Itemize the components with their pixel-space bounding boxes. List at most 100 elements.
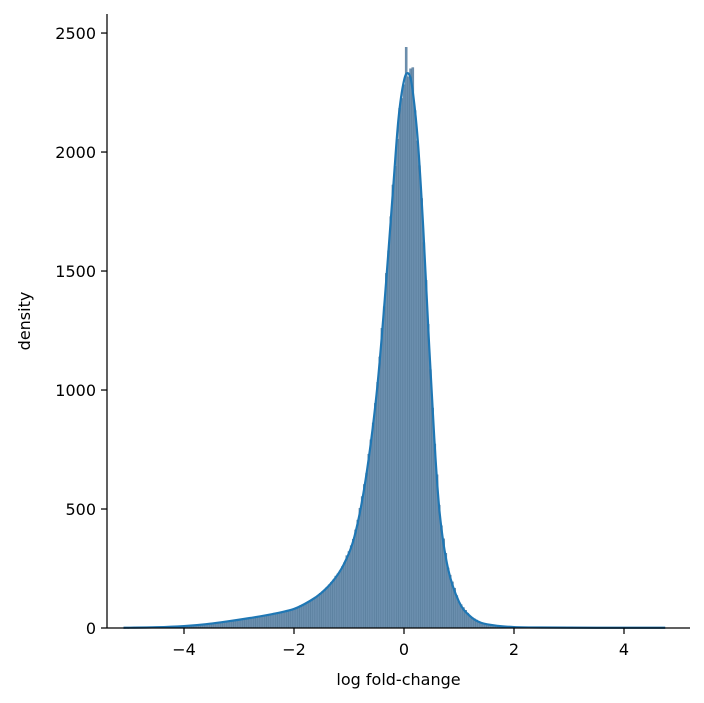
histogram-bar — [255, 616, 258, 629]
histogram-bar — [420, 198, 423, 629]
y-tick-label: 2500 — [55, 24, 96, 43]
y-axis-label: density — [15, 292, 34, 351]
histogram-bar — [418, 165, 421, 629]
histogram-bar — [246, 618, 250, 629]
histogram-bar — [242, 618, 245, 629]
histogram-bar — [310, 599, 313, 629]
x-axis-label: log fold-change — [336, 670, 460, 689]
histogram-bar — [426, 324, 430, 629]
histogram-bar — [341, 566, 344, 629]
histogram-bar — [323, 589, 327, 629]
histogram-bar — [422, 242, 426, 629]
histogram-bar — [349, 545, 353, 629]
histogram-bar — [303, 603, 307, 629]
histogram-bar — [281, 611, 285, 629]
histogram-bar — [407, 76, 410, 629]
histogram-bar — [294, 607, 298, 629]
histogram-bar — [358, 508, 362, 629]
histogram-bar — [345, 555, 349, 629]
histogram-bar — [365, 472, 368, 629]
histogram-bar — [360, 496, 364, 629]
histogram-bar — [305, 602, 309, 629]
histogram-bar — [387, 250, 390, 629]
y-tick-label: 2000 — [55, 143, 96, 162]
histogram-bar — [321, 591, 324, 629]
histogram-bar — [277, 612, 280, 629]
histogram-bar — [354, 529, 357, 629]
histogram-bar — [371, 422, 375, 629]
histogram-bar — [356, 519, 360, 629]
histogram-bar — [250, 617, 254, 629]
histogram-bar — [415, 140, 419, 629]
histogram-bar — [347, 551, 351, 629]
histogram-bar — [411, 67, 415, 629]
histogram-bar — [290, 609, 294, 629]
histogram-bar — [316, 595, 320, 629]
histogram-bar — [409, 68, 412, 629]
x-tick-label: −4 — [172, 640, 196, 659]
histogram-bar — [272, 613, 276, 629]
histogram-bar — [239, 619, 243, 629]
histogram-bar — [398, 107, 401, 629]
histogram-bar — [382, 306, 386, 629]
histogram-bar — [367, 453, 371, 629]
histogram-bar — [319, 593, 322, 629]
histogram-bar — [257, 616, 261, 629]
histogram-bar — [389, 216, 393, 629]
histogram-bar — [338, 570, 342, 629]
histogram-bar — [244, 618, 247, 629]
histogram-bar — [266, 614, 269, 629]
histogram-bar — [380, 328, 384, 629]
x-axis-ticks: −4 −2 0 2 4 — [172, 628, 629, 659]
x-tick-label: 0 — [399, 640, 409, 659]
histogram-bar — [292, 608, 296, 629]
histogram-bar — [259, 615, 263, 629]
y-tick-label: 1500 — [55, 262, 96, 281]
histogram-bar — [312, 598, 316, 629]
histogram-bar — [327, 584, 331, 629]
histogram-bar — [330, 582, 333, 629]
histogram-bar — [393, 165, 397, 629]
histogram-bar — [297, 606, 300, 629]
histogram-bar — [446, 567, 450, 629]
histogram-bar — [288, 609, 291, 629]
x-tick-label: 2 — [509, 640, 519, 659]
histogram-bar — [275, 613, 278, 629]
histogram-bar — [374, 403, 377, 629]
y-tick-label: 0 — [86, 619, 96, 638]
histogram-bar — [279, 611, 283, 629]
kde-line — [123, 71, 666, 629]
histogram-bar — [286, 610, 289, 629]
histogram-bar — [424, 280, 428, 629]
histogram-bar — [261, 615, 265, 629]
histogram-bar — [268, 614, 272, 629]
histogram-bar — [404, 47, 408, 629]
histogram-bar — [308, 601, 311, 629]
histogram-bar — [429, 369, 432, 629]
histogram-bar — [301, 604, 305, 629]
histogram-bar — [334, 575, 338, 629]
y-axis-ticks: 0 500 1000 1500 2000 2500 — [55, 24, 107, 638]
y-tick-label: 500 — [65, 500, 96, 519]
histogram-bar — [343, 562, 346, 629]
x-tick-label: 4 — [619, 640, 629, 659]
histogram-bar — [363, 484, 366, 629]
histogram-bar — [378, 356, 382, 629]
histogram-bar — [385, 273, 388, 629]
histogram-bar — [332, 579, 335, 629]
histogram-bars — [123, 47, 665, 629]
histogram-bar — [283, 611, 287, 629]
histogram-bar — [396, 138, 399, 629]
histogram-bar — [270, 614, 274, 629]
histogram-bar — [253, 617, 256, 629]
x-tick-label: −2 — [282, 640, 306, 659]
y-tick-label: 1000 — [55, 381, 96, 400]
histogram-bar — [413, 110, 417, 629]
histogram-bar — [352, 539, 355, 629]
histogram-bar — [336, 573, 340, 629]
histogram-bar — [325, 586, 329, 629]
histogram-bar — [369, 439, 373, 629]
histogram-bar — [457, 601, 461, 629]
histogram-bar — [299, 605, 302, 629]
